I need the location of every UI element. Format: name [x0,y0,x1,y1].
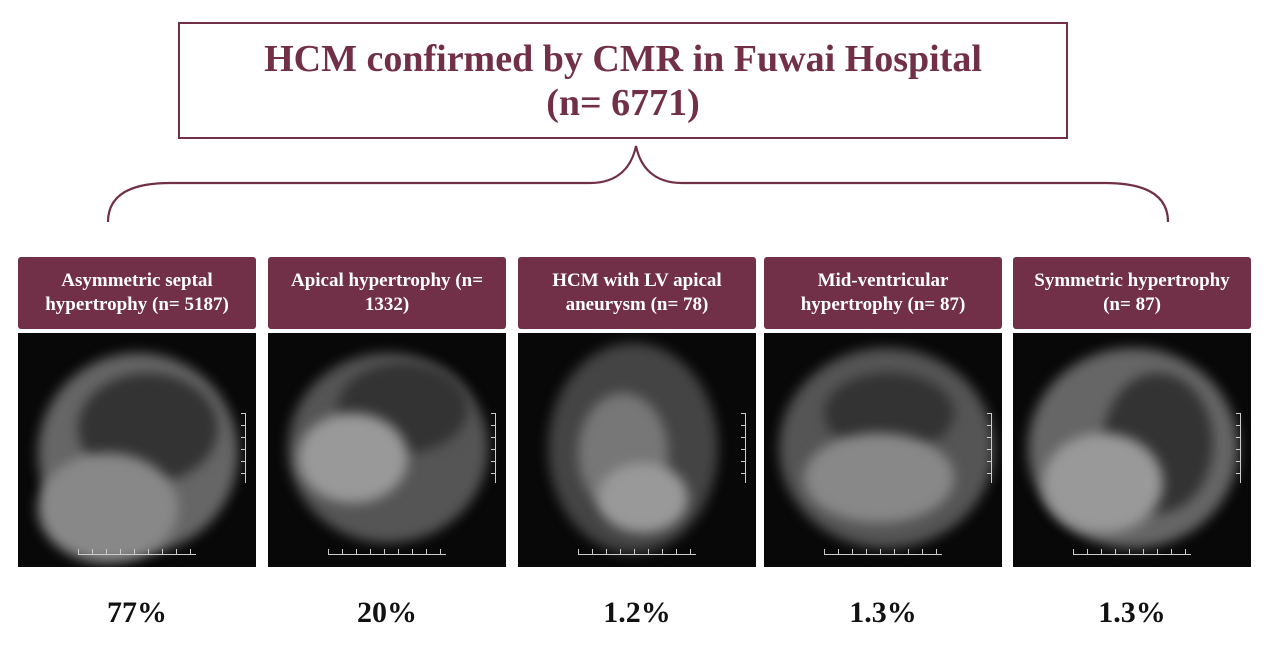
cmr-image [268,333,506,567]
category-percent: 77% [107,596,167,629]
scale-bar-vertical [987,413,992,483]
category-label: Apical hypertrophy (n= 1332) [290,270,484,315]
scale-bar [78,549,196,555]
category-percent: 1.3% [1098,596,1166,629]
image-region [804,433,954,523]
title-line1: HCM confirmed by CMR in Fuwai Hospital [264,37,982,80]
category-4: Mid-ventricular hypertrophy (n= 87) [764,257,1002,567]
brace-connector [106,145,1170,223]
category-header: Symmetric hypertrophy (n= 87) [1013,257,1251,329]
scale-bar [1073,549,1191,555]
cmr-image [18,333,256,567]
image-region [598,463,688,533]
image-region [1043,433,1163,533]
category-3: HCM with LV apical aneurysm (n= 78) [518,257,756,567]
category-label: Asymmetric septal hypertrophy (n= 5187) [45,270,229,315]
category-percent: 1.3% [849,596,917,629]
category-1: Asymmetric septal hypertrophy (n= 5187) [18,257,256,567]
cmr-image [518,333,756,567]
title-line2: (n= 6771) [546,81,700,124]
category-label: HCM with LV apical aneurysm (n= 78) [552,270,722,315]
category-percent: 1.2% [603,596,671,629]
scale-bar-vertical [1236,413,1241,483]
scale-bar [328,549,446,555]
category-5: Symmetric hypertrophy (n= 87) [1013,257,1251,567]
image-region [298,413,408,503]
title-box: HCM confirmed by CMR in Fuwai Hospital (… [178,22,1068,139]
category-label: Mid-ventricular hypertrophy (n= 87) [800,270,966,315]
category-label: Symmetric hypertrophy (n= 87) [1034,270,1230,315]
scale-bar [578,549,696,555]
image-region [38,453,178,563]
category-header: HCM with LV apical aneurysm (n= 78) [518,257,756,329]
category-header: Apical hypertrophy (n= 1332) [268,257,506,329]
category-2: Apical hypertrophy (n= 1332) [268,257,506,567]
scale-bar [824,549,942,555]
category-header: Mid-ventricular hypertrophy (n= 87) [764,257,1002,329]
category-header: Asymmetric septal hypertrophy (n= 5187) [18,257,256,329]
scale-bar-vertical [241,413,246,483]
cmr-image [764,333,1002,567]
cmr-image [1013,333,1251,567]
scale-bar-vertical [491,413,496,483]
category-percent: 20% [357,596,417,629]
scale-bar-vertical [741,413,746,483]
